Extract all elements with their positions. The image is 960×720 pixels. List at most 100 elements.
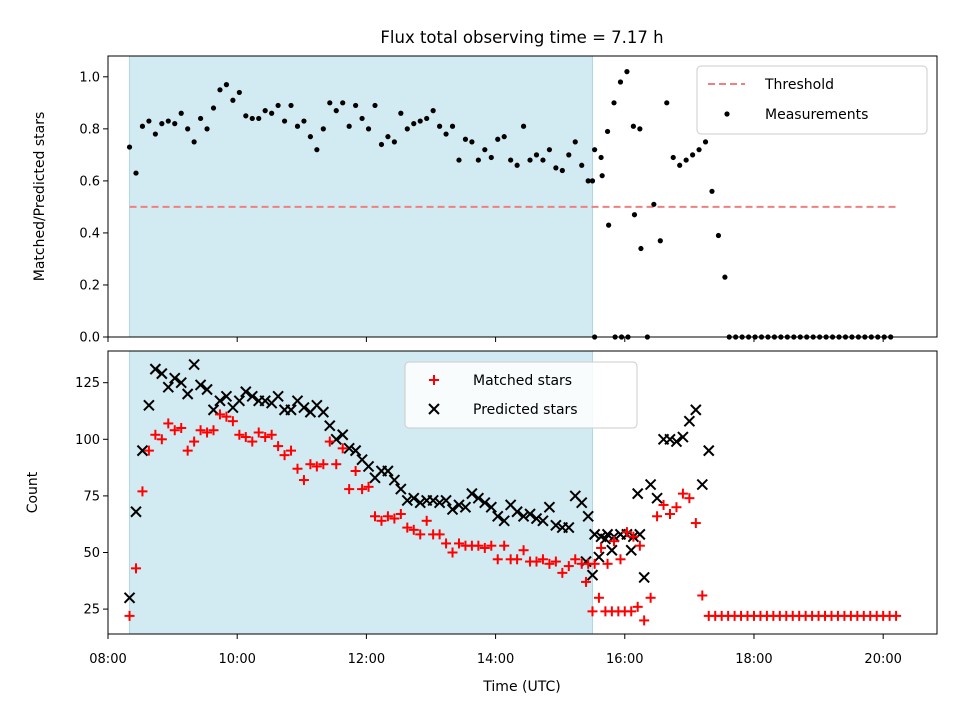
matched-star-point	[370, 511, 381, 522]
measurement-point	[146, 118, 152, 124]
predicted-star-point	[517, 510, 530, 522]
x-tick-label: 20:00	[864, 652, 901, 667]
predicted-star-point	[259, 395, 271, 407]
predicted-star-point	[427, 494, 439, 507]
matched-star-point	[658, 499, 669, 510]
matched-star-point	[621, 527, 632, 538]
bottom-panel: 25 50 75 100 125 08:00 10:00 12:00 14:00 16:00 18…	[25, 350, 938, 695]
predicted-star-point	[175, 376, 187, 389]
measurement-point	[191, 139, 197, 145]
predicted-star-point	[492, 510, 504, 522]
measurement-point	[709, 188, 715, 194]
predicted-star-point	[599, 533, 612, 545]
measurement-point	[482, 147, 488, 153]
matched-star-point	[344, 484, 355, 495]
matched-star-point	[671, 502, 682, 513]
predicted-star-point	[414, 496, 426, 509]
predicted-star-point	[524, 508, 536, 520]
matched-star-point	[602, 558, 613, 569]
measurement-point	[604, 128, 611, 135]
matched-star-point	[195, 425, 206, 436]
matched-star-point	[182, 445, 193, 456]
matched-star-point	[581, 576, 592, 587]
predicted-star-point	[169, 372, 181, 384]
matched-star-point	[492, 554, 503, 565]
predicted-stars-points	[123, 358, 715, 604]
measurement-point	[301, 118, 307, 124]
measurement-point	[540, 157, 546, 163]
measurement-point	[385, 134, 391, 140]
matched-star-point	[652, 511, 663, 522]
measurement-point	[178, 110, 184, 116]
matched-star-point	[350, 465, 361, 476]
y-tick-label: 1.0	[79, 70, 100, 85]
predicted-star-point	[440, 494, 452, 507]
predicted-star-point	[683, 415, 696, 427]
matched-star-point	[253, 427, 264, 438]
matched-star-point	[169, 425, 180, 436]
matched-star-point	[589, 558, 600, 569]
predicted-star-point	[188, 358, 200, 371]
chart-title: Flux total observing time = 7.17 h	[380, 28, 663, 47]
bottom-x-axis-label: Time (UTC)	[482, 679, 560, 695]
bottom-legend-box	[404, 361, 638, 429]
predicted-star-point	[240, 386, 252, 398]
top-y-ticks: 0.0 0.2 0.4 0.6 0.8 1.0	[79, 70, 108, 346]
matched-star-point	[628, 531, 639, 542]
measurement-point	[165, 118, 171, 124]
matched-star-point	[137, 486, 148, 497]
matched-star-point	[518, 545, 529, 556]
top-legend-box	[696, 65, 928, 135]
x-tick-label: 12:00	[348, 652, 385, 667]
measurement-point	[670, 154, 676, 161]
y-tick-label: 50	[83, 546, 100, 561]
matched-star-point	[363, 481, 374, 492]
predicted-star-point	[336, 429, 349, 441]
matched-star-point	[124, 610, 135, 621]
measurement-point	[449, 123, 456, 129]
matched-star-point	[557, 567, 568, 578]
measurement-point	[696, 147, 702, 153]
predicted-star-point	[130, 506, 142, 518]
measurement-point	[592, 147, 598, 153]
y-tick-label: 0.8	[79, 122, 100, 137]
bottom-legend: Matched stars Predicted stars	[404, 361, 638, 429]
matched-star-point	[130, 563, 141, 574]
measurement-point	[495, 136, 501, 142]
matched-star-point	[677, 488, 688, 499]
matched-star-point	[234, 429, 245, 440]
measurement-point	[437, 123, 443, 129]
matched-star-point	[473, 540, 484, 551]
matched-star-point	[415, 529, 426, 540]
predicted-star-point	[123, 592, 136, 604]
measurement-point	[637, 126, 643, 132]
predicted-star-point	[136, 444, 149, 457]
measurement-point	[553, 165, 559, 171]
matched-star-point	[240, 432, 251, 443]
measurement-point	[333, 108, 339, 114]
measurement-point	[353, 102, 359, 109]
x-tick-label: 14:00	[477, 652, 514, 667]
measurement-point	[262, 108, 268, 114]
measurement-point	[501, 134, 507, 140]
matched-star-point	[684, 493, 695, 504]
matched-star-point	[891, 610, 902, 621]
predicted-star-point	[651, 492, 663, 504]
predicted-star-point	[485, 501, 497, 513]
predicted-star-point	[162, 381, 174, 393]
measurement-point	[715, 232, 722, 239]
matched-star-point	[587, 606, 598, 617]
measurement-point	[657, 238, 663, 244]
predicted-star-point	[382, 465, 394, 477]
predicted-star-point	[466, 487, 478, 500]
measurement-point	[133, 170, 139, 176]
matched-stars-points	[124, 409, 902, 626]
measurement-point	[320, 126, 326, 132]
predicted-star-point	[207, 404, 220, 416]
legend-predicted-swatch	[428, 403, 440, 415]
predicted-star-point	[388, 474, 401, 486]
measurement-point	[475, 157, 481, 163]
matched-star-point	[441, 538, 452, 549]
measurement-point	[152, 131, 158, 137]
x-tick-label: 16:00	[606, 652, 643, 667]
